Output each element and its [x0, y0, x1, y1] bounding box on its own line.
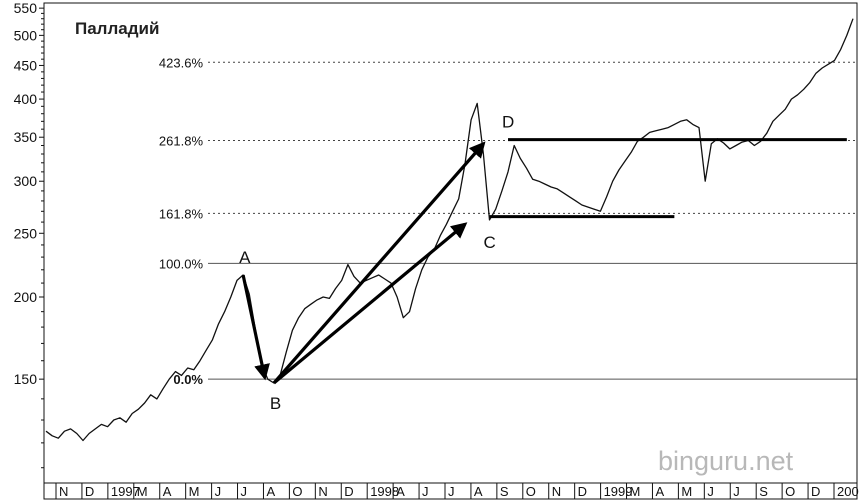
fib-level-label: 161.8%: [159, 206, 204, 221]
chart-title: Палладий: [75, 19, 159, 38]
plot-frame: [43, 2, 858, 500]
grid-layer: 423.6% 261.8% 161.8% 100.0% 0.0%: [159, 55, 857, 387]
x-tick-label: O: [526, 484, 536, 499]
y-tick-label: 200: [14, 289, 38, 305]
annotation-layer: A B C D: [239, 113, 847, 413]
y-tick-label: 300: [14, 173, 38, 189]
x-tick-label: N: [318, 484, 327, 499]
x-tick-label: 200: [837, 484, 859, 499]
y-tick-label: 250: [14, 225, 38, 241]
x-tick-label: A: [396, 484, 405, 499]
point-label-a: A: [239, 248, 251, 267]
price-line: [45, 18, 854, 442]
fib-level-label: 0.0%: [173, 372, 203, 387]
x-tick-label: M: [681, 484, 692, 499]
x-tick-label: J: [422, 484, 429, 499]
x-tick-label: D: [344, 484, 353, 499]
x-tick-label: 1997: [111, 484, 140, 499]
y-tick-label: 450: [14, 57, 38, 73]
x-tick-label: M: [189, 484, 200, 499]
x-tick-label: M: [137, 484, 148, 499]
pattern-arrow: [272, 222, 468, 385]
x-tick-label: J: [215, 484, 222, 499]
y-tick-label: 150: [14, 371, 38, 387]
x-tick-label: A: [655, 484, 664, 499]
point-label-c: C: [484, 233, 496, 252]
x-tick-label: J: [241, 484, 248, 499]
x-tick-label: J: [733, 484, 740, 499]
x-tick-label: A: [163, 484, 172, 499]
fib-level-label: 423.6%: [159, 55, 204, 70]
x-tick-label: A: [474, 484, 483, 499]
fib-level-label: 100.0%: [159, 256, 204, 271]
watermark: binguru.net: [658, 446, 794, 476]
y-tick-label: 500: [14, 27, 38, 43]
y-tick-label: 550: [14, 0, 38, 16]
x-tick-label: D: [85, 484, 94, 499]
y-tick-label: 350: [14, 129, 38, 145]
y-tick-label: 400: [14, 91, 38, 107]
x-tick-label: J: [448, 484, 455, 499]
x-tick-label: J: [707, 484, 714, 499]
point-label-d: D: [502, 113, 514, 132]
point-label-b: B: [270, 394, 281, 413]
pattern-arrow: [272, 141, 486, 385]
x-tick-label: N: [59, 484, 68, 499]
x-tick-label: D: [811, 484, 820, 499]
fib-level-label: 261.8%: [159, 133, 204, 148]
x-tick-label: S: [500, 484, 509, 499]
x-tick-label: N: [552, 484, 561, 499]
series-layer: [45, 18, 854, 442]
x-tick-label: A: [266, 484, 275, 499]
x-tick-label: O: [785, 484, 795, 499]
x-tick-label: M: [630, 484, 641, 499]
x-tick-label: O: [292, 484, 302, 499]
x-tick-label: D: [578, 484, 587, 499]
pattern-arrow: [241, 274, 270, 381]
x-tick-label: S: [759, 484, 768, 499]
x-tick-label: 1999: [604, 484, 633, 499]
x-tick-label: 1998: [370, 484, 399, 499]
